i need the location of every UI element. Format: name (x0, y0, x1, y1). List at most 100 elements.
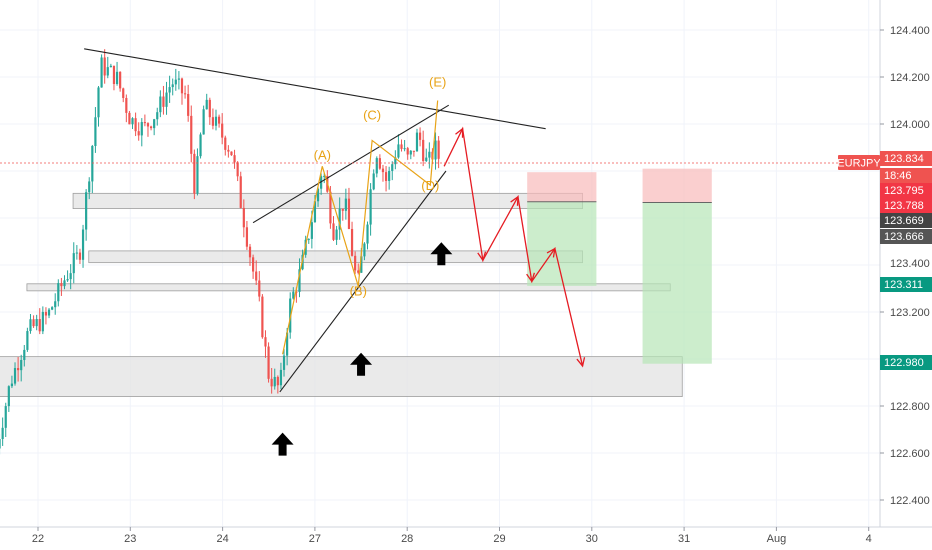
candle-body (279, 369, 283, 386)
support-zone (72, 192, 583, 209)
candle-body (381, 168, 385, 173)
candle-body (214, 116, 218, 126)
symbol-tag (838, 155, 880, 171)
candle-body (273, 376, 276, 387)
candle-body (137, 131, 140, 136)
candle-body (415, 132, 419, 152)
candle-body (23, 349, 26, 361)
candle-body (128, 112, 131, 125)
candle-body (344, 198, 347, 211)
candle-body (316, 188, 320, 202)
candle-body (335, 229, 338, 240)
candle-body (397, 144, 400, 158)
candle-body (0, 439, 1, 449)
candle-body (69, 273, 72, 280)
candle-body (100, 57, 103, 88)
x-tick-label: 27 (309, 533, 321, 545)
candle-body (428, 151, 431, 158)
arrow-up-icon (430, 242, 453, 266)
candle-body (131, 118, 134, 125)
candle-body (360, 256, 363, 273)
candle-body (91, 146, 94, 182)
y-tick-label: 122.600 (890, 448, 930, 460)
price-tags: EURJPY 123.834 18:46 123.795 123.788 123.669 1… (0, 151, 932, 370)
candle-body (143, 122, 146, 124)
price-tag (880, 229, 932, 244)
candle-body (375, 158, 378, 174)
candle-body (406, 148, 409, 155)
candle-body (4, 406, 7, 428)
stop-loss-box (527, 172, 597, 202)
price-tag-label: 122.980 (884, 357, 924, 369)
projection-arrowhead (546, 247, 556, 258)
candle-body (341, 208, 344, 211)
candle-body (239, 176, 242, 208)
projection-arrowhead (510, 195, 519, 206)
candle-body (409, 150, 412, 155)
projection-arrowhead (526, 272, 535, 283)
projection-arrowhead (455, 127, 464, 138)
candle-body (81, 229, 85, 260)
candle-body (10, 383, 14, 387)
x-tick-label: 29 (493, 533, 505, 545)
candle-body (227, 149, 230, 152)
candle-body (187, 94, 190, 116)
trendlines (84, 48, 546, 393)
x-tick-label: 22 (32, 533, 44, 545)
price-tag (880, 183, 932, 198)
y-tick-label: 124.400 (890, 25, 930, 37)
candle-body (202, 109, 205, 135)
candle-body (403, 148, 406, 150)
candle-body (208, 99, 211, 118)
y-tick-label: 122.400 (890, 495, 930, 507)
candle-body (32, 319, 35, 327)
price-tag-label: 123.666 (884, 231, 924, 243)
candle-body (66, 279, 69, 281)
candle-body (437, 140, 440, 159)
candle-body (149, 126, 153, 129)
candle-body (41, 311, 44, 332)
candle-body (400, 144, 403, 149)
candle-body (97, 87, 100, 118)
projection-arrowhead (576, 357, 586, 368)
wave-label: (A) (314, 147, 331, 162)
candle-body (372, 173, 375, 190)
symbol-tag-label: EURJPY (837, 158, 881, 170)
candle-body (292, 291, 295, 299)
candle-body (171, 84, 174, 88)
arrow-up-icon (350, 352, 373, 376)
candle-body (307, 238, 310, 240)
candle-body (205, 99, 208, 110)
candle-body (140, 122, 143, 136)
candle-body (125, 97, 128, 113)
candle-body (153, 119, 156, 129)
candle-body (270, 378, 273, 387)
candle-body (94, 117, 97, 147)
take-profit-box (642, 202, 712, 364)
candle-body (261, 296, 264, 338)
price-tag-label: 18:46 (884, 170, 912, 182)
up-arrows (271, 242, 453, 456)
wave-path (282, 100, 439, 355)
time-axis[interactable]: 22 23 24 27 28 29 30 31 Aug 4 (0, 526, 932, 545)
candle-body (72, 253, 75, 274)
candle-body (338, 208, 341, 230)
price-axis[interactable]: 124.400 124.200 124.000 123.200 122.800 122.6… (879, 0, 930, 527)
price-tag (880, 198, 932, 213)
support-zone (0, 356, 683, 397)
candle-body (159, 96, 162, 113)
candle-body (295, 291, 298, 293)
candle-body (323, 175, 326, 177)
price-tag-label: 123.311 (884, 279, 923, 291)
candle-body (193, 153, 196, 194)
price-tag-label: 123.788 (884, 200, 924, 212)
candle-body (38, 319, 41, 332)
projection-arrowhead (477, 251, 487, 262)
candle-body (329, 191, 332, 224)
projection-path (443, 126, 586, 368)
candle-body (350, 228, 354, 256)
wave-label: (E) (429, 74, 446, 89)
candle-body (1, 427, 4, 440)
candle-body (17, 368, 20, 371)
